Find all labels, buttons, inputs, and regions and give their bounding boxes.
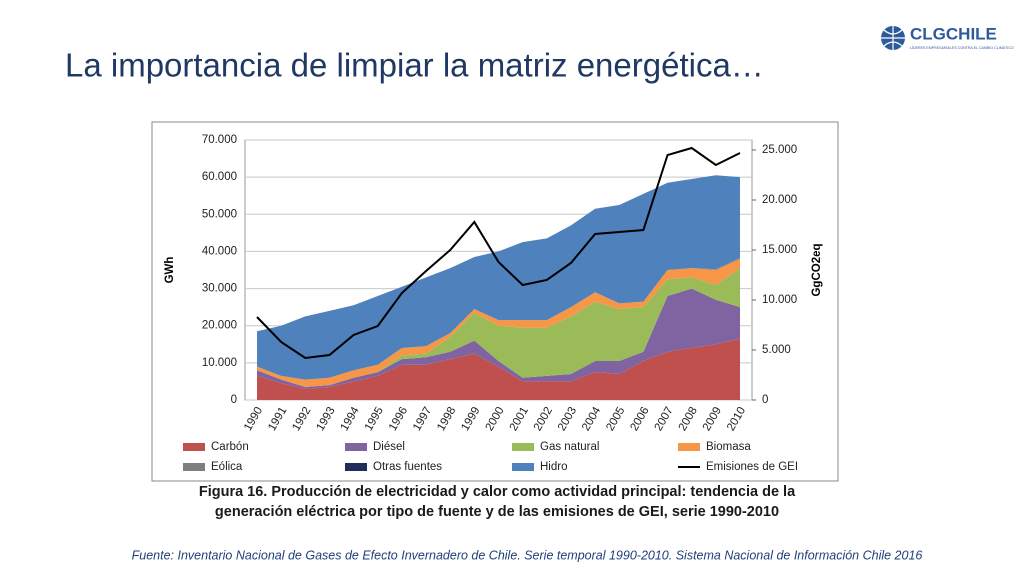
legend-label: Emisiones de GEI: [706, 461, 798, 473]
y-tick-label: 40.000: [202, 245, 237, 257]
legend-swatch: [512, 443, 534, 451]
area-series: [257, 338, 740, 400]
legend-swatch: [183, 443, 205, 451]
logo-name: CLGCHILE: [910, 24, 997, 43]
line-series: [256, 146, 741, 360]
legend-swatch: [345, 463, 367, 471]
area-series: [257, 268, 740, 387]
legend-swatch: [512, 463, 534, 471]
legend-swatch: [678, 443, 700, 451]
area-series: [257, 258, 740, 387]
y-tick-label: 30.000: [202, 283, 237, 295]
y2-tick-label: 5.000: [762, 344, 791, 356]
y2-axis-label: GgCO2eq: [811, 243, 823, 296]
logo-tagline: LÍDERES EMPRESARIALES CONTRA EL CAMBIO C…: [910, 46, 1014, 50]
slide-title: La importancia de limpiar la matriz ener…: [65, 47, 764, 84]
legend-swatch: [183, 463, 205, 471]
y2-tick-label: 20.000: [762, 194, 797, 206]
y-tick-label: 20.000: [202, 320, 237, 332]
caption-line: Figura 16. Producción de electricidad y …: [199, 484, 796, 500]
y2-tick-label: 10.000: [762, 294, 797, 306]
y-tick-label: 0: [231, 394, 237, 406]
legend-label: Gas natural: [540, 441, 599, 453]
y2-tick-label: 25.000: [762, 144, 797, 156]
legend-label: Eólica: [211, 461, 243, 473]
y-tick-label: 70.000: [202, 134, 237, 146]
y-axis-label: GWh: [164, 257, 176, 284]
y-tick-label: 60.000: [202, 171, 237, 183]
legend-label: Carbón: [211, 441, 249, 453]
source-note: Fuente: Inventario Nacional de Gases de …: [132, 548, 923, 562]
legend-label: Hidro: [540, 461, 567, 473]
y-tick-label: 50.000: [202, 208, 237, 220]
legend-swatch: [345, 443, 367, 451]
area-series: [257, 288, 740, 389]
caption-line: generación eléctrica por tipo de fuente …: [215, 504, 779, 520]
legend-label: Biomasa: [706, 441, 751, 453]
legend-label: Otras fuentes: [373, 461, 442, 473]
y2-tick-label: 0: [762, 394, 768, 406]
area-series: [257, 175, 740, 380]
y2-tick-label: 15.000: [762, 244, 797, 256]
legend-label: Diésel: [373, 441, 405, 453]
logo-globe-lines: [881, 26, 905, 50]
y-tick-label: 10.000: [202, 357, 237, 369]
